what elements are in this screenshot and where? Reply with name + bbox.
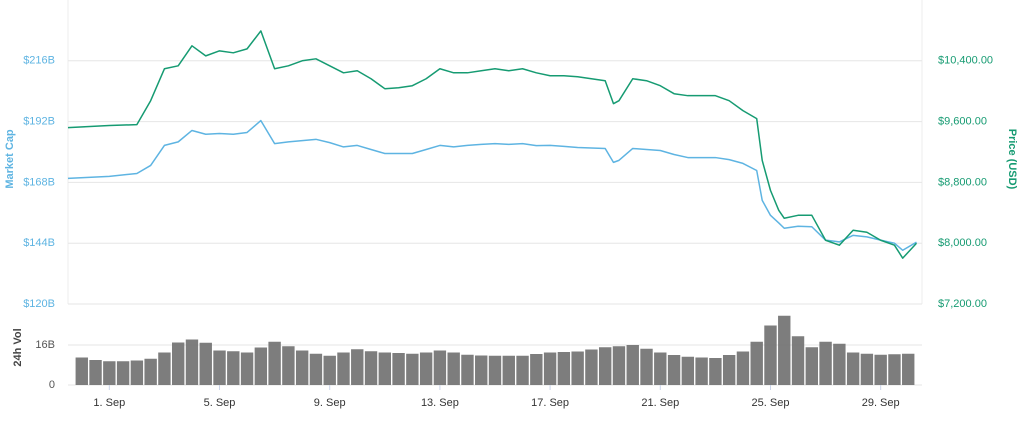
volume-bar [378, 352, 392, 385]
volume-bar [433, 350, 447, 385]
volume-bar [736, 351, 750, 385]
volume-bar [722, 355, 736, 385]
volume-bar [750, 341, 763, 385]
volume-bar [185, 339, 199, 385]
volume-bar [819, 341, 832, 385]
volume-bar [419, 352, 433, 385]
y-tick-label: $168B [23, 176, 55, 188]
volume-bar [309, 353, 323, 385]
volume-bar [667, 355, 681, 385]
volume-bar [778, 315, 791, 385]
volume-bar [846, 352, 860, 385]
y-tick-label: 16B [35, 339, 55, 351]
volume-bar [626, 345, 639, 385]
volume-bar [764, 325, 777, 385]
volume-bar [860, 353, 874, 385]
y2-axis-title: Price (USD) [1006, 129, 1018, 190]
volume-bar [337, 352, 350, 385]
volume-bar [585, 349, 598, 385]
volume-bar [598, 347, 612, 385]
volume-bar [199, 342, 212, 385]
volume-bar [502, 355, 515, 385]
y-tick-label: $192B [23, 116, 55, 128]
volume-bar [392, 353, 405, 385]
x-tick-label: 13. Sep [421, 397, 459, 409]
volume-bar [543, 352, 557, 385]
y-tick-label: $120B [23, 298, 55, 310]
volume-bar [475, 355, 488, 385]
y2-tick-label: $7,200.00 [938, 298, 987, 310]
volume-bar [364, 351, 378, 385]
volume-bar [640, 348, 653, 385]
volume-bar [516, 355, 529, 385]
y2-tick-label: $8,800.00 [938, 176, 987, 188]
volume-bar [351, 349, 364, 385]
y2-tick-label: $10,400.00 [938, 55, 993, 67]
line-series [67, 119, 917, 252]
volume-bar [654, 352, 667, 385]
volume-bar [902, 353, 915, 385]
volume-bar [612, 346, 626, 385]
x-tick-label: 29. Sep [862, 397, 900, 409]
volume-bar [681, 356, 695, 385]
volume-bar [709, 358, 722, 385]
volume-bar [488, 355, 502, 385]
x-tick-label: 21. Sep [641, 397, 679, 409]
volume-bar [323, 355, 336, 385]
y-tick-label: $216B [23, 55, 55, 67]
volume-bar [268, 341, 281, 385]
volume-bar [406, 353, 419, 385]
volume-bar [530, 354, 543, 385]
y-axis-title: 24h Vol [12, 328, 24, 366]
volume-bar [103, 361, 116, 385]
volume-bar [89, 360, 102, 385]
volume-bar [295, 350, 309, 385]
volume-bar [130, 360, 144, 385]
x-tick-label: 5. Sep [204, 397, 236, 409]
volume-bar [227, 351, 240, 385]
volume-bar [282, 346, 295, 385]
volume-bar [791, 336, 805, 385]
volume-bar [158, 352, 171, 385]
volume-bar [557, 352, 571, 385]
line-series [67, 30, 918, 259]
x-tick-label: 25. Sep [752, 397, 790, 409]
y-tick-label: 0 [49, 379, 55, 391]
y2-tick-label: $8,000.00 [938, 237, 987, 249]
y-tick-label: $144B [23, 237, 55, 249]
y2-tick-label: $9,600.00 [938, 116, 987, 128]
volume-bar [240, 352, 254, 385]
x-tick-label: 1. Sep [93, 397, 125, 409]
volume-bar [171, 342, 185, 385]
volume-bar [116, 361, 130, 385]
volume-bar [254, 347, 268, 385]
volume-bar [75, 357, 88, 385]
volume-bar [695, 357, 708, 385]
volume-bar [874, 354, 887, 385]
volume-bar [461, 354, 474, 385]
volume-bar [805, 347, 819, 385]
volume-bar [213, 350, 226, 385]
volume-bar [833, 343, 846, 385]
volume-bar [144, 358, 157, 385]
volume-bar [571, 351, 584, 385]
volume-bar [447, 352, 460, 385]
volume-bar [888, 354, 901, 385]
x-tick-label: 9. Sep [314, 397, 346, 409]
y-axis-title: Market Cap [4, 129, 16, 189]
x-tick-label: 17. Sep [531, 397, 569, 409]
